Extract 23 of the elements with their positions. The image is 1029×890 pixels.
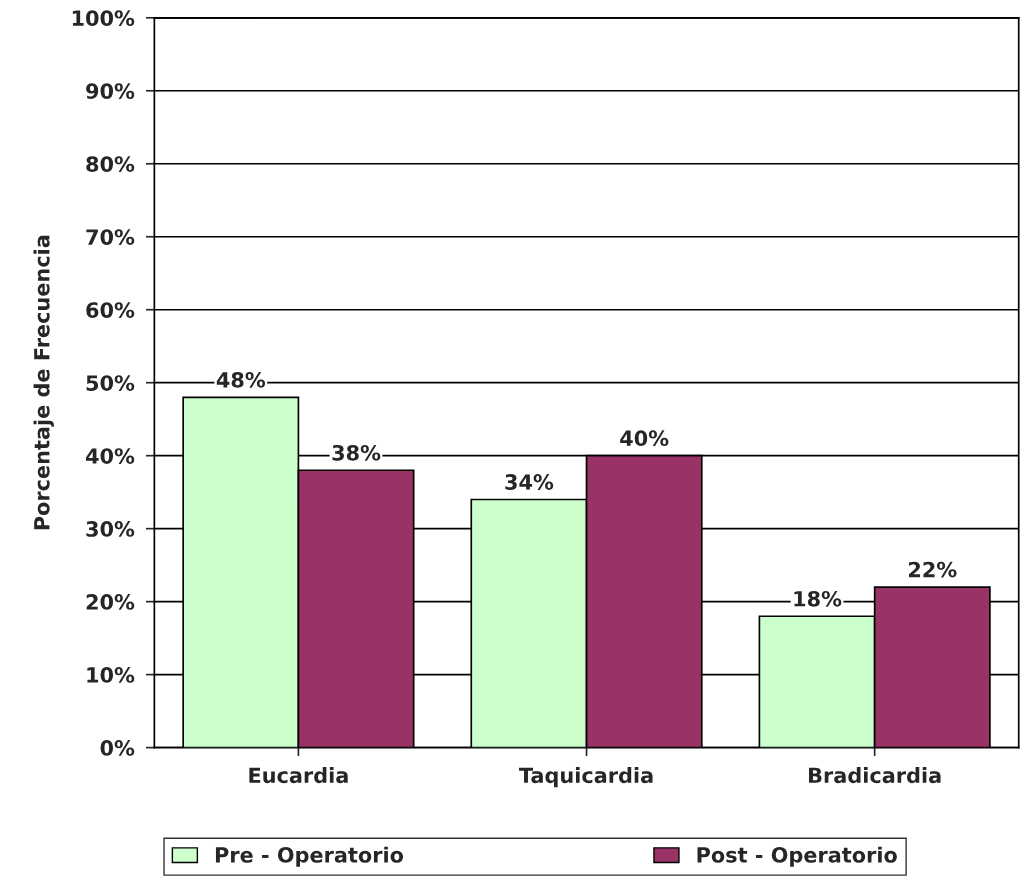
legend-label: Post - Operatorio xyxy=(697,846,897,867)
y-tick-label: 10% xyxy=(87,667,135,683)
x-tick-label: Taquicardia xyxy=(519,767,653,788)
y-tick-label: 30% xyxy=(86,521,135,537)
y-tick-label: 80% xyxy=(86,156,135,172)
data-label: 40% xyxy=(620,430,669,447)
y-tick-label: 90% xyxy=(86,83,135,99)
data-label: 48% xyxy=(216,371,266,388)
data-label: 38% xyxy=(332,444,381,461)
data-label: 22% xyxy=(908,561,957,578)
x-tick-label: Eucardia xyxy=(249,767,348,784)
y-tick-label: 20% xyxy=(86,594,135,610)
x-tick-label: Bradicardia xyxy=(809,767,941,784)
y-tick-label: 70% xyxy=(86,229,135,245)
y-tick-label: 50% xyxy=(86,375,135,391)
data-label: 34% xyxy=(505,474,554,490)
legend-label: Pre - Operatorio xyxy=(215,846,404,867)
data-label: 18% xyxy=(794,590,842,607)
y-tick-label: 40% xyxy=(85,448,135,464)
y-axis-title: Porcentaje de Frecuencia xyxy=(33,235,54,530)
y-tick-label: 100% xyxy=(72,10,135,27)
y-tick-label: 0% xyxy=(100,740,135,756)
y-tick-label: 60% xyxy=(86,302,135,318)
